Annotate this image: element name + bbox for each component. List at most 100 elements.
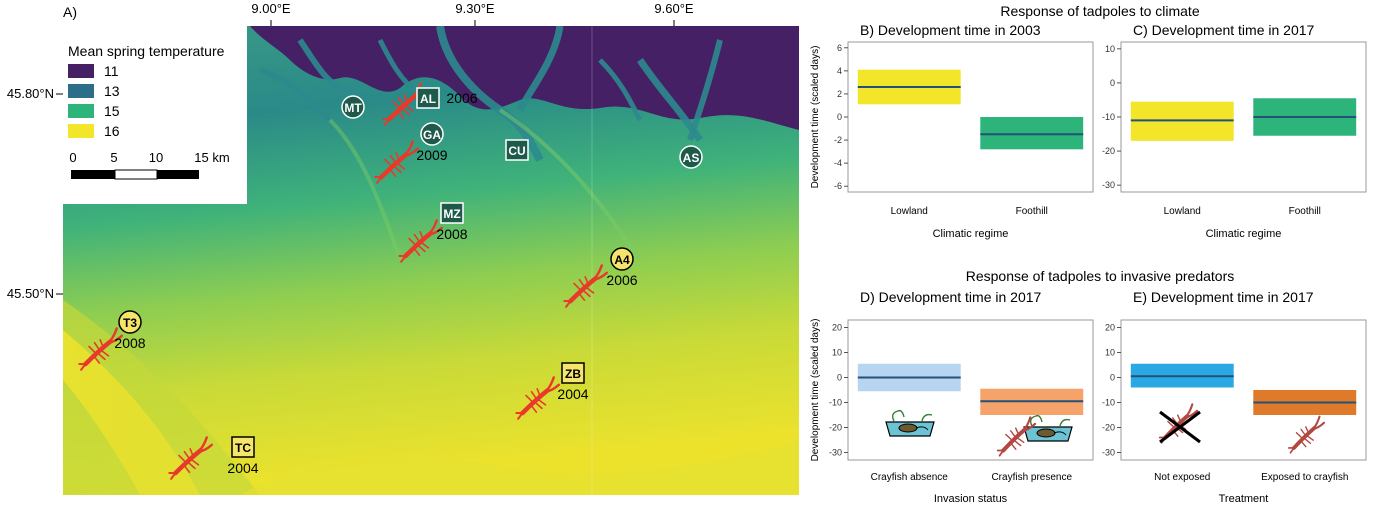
site-circle	[420, 122, 444, 146]
illustrations	[885, 404, 1331, 456]
lon-tick-label: 9.00°E	[251, 1, 291, 16]
site-markers: MT AL 2006 GA 2009 CU AS MZ 2008 A4 2006 T3 2008 ZB 20…	[114, 87, 703, 476]
scale-tick-label: 5	[110, 150, 117, 165]
site-code: T3	[123, 316, 137, 330]
site-code: GA	[423, 128, 441, 142]
site-code: AS	[683, 151, 700, 165]
site-circle	[679, 145, 703, 169]
scale-tick-label: 10	[149, 150, 163, 165]
y-tick-label: 6	[837, 43, 842, 53]
site-marker-zb: ZB 2004	[557, 362, 589, 402]
site-year: 2006	[606, 272, 637, 288]
chart-title: C) Development time in 2017	[1133, 22, 1315, 38]
category-label: Not exposed	[1154, 472, 1210, 483]
y-tick-label: -2	[834, 135, 842, 145]
legend-title: Mean spring temperature	[68, 43, 225, 59]
legend-swatch	[68, 104, 94, 118]
site-marker-mt: MT	[341, 95, 365, 119]
y-tick-label: -20	[1102, 146, 1115, 156]
site-code: CU	[508, 144, 525, 158]
site-code: TC	[235, 441, 251, 455]
site-year: 2004	[557, 386, 588, 402]
site-marker-cu: CU	[505, 139, 529, 161]
crayfish-icon	[1282, 414, 1331, 455]
category-label: Exposed to crayfish	[1261, 472, 1348, 483]
longitude-ticks: 9.00°E 9.30°E 9.60°E	[251, 1, 694, 26]
site-marker-tc: TC 2004	[227, 436, 259, 476]
category-label: Foothill	[1016, 206, 1048, 217]
y-tick-label: -30	[1102, 180, 1115, 190]
site-circle	[118, 310, 142, 334]
site-square	[440, 202, 464, 224]
y-tick-label: -30	[829, 448, 842, 458]
plot-frame	[1120, 319, 1367, 461]
y-tick-label: 10	[832, 348, 842, 358]
scale-segment	[157, 170, 199, 179]
site-circle	[341, 95, 365, 119]
chart-b: B) Development time in 2003 -6 -4 -2 0 2 4 6 Dev…	[810, 22, 1094, 240]
site-code: ZB	[565, 367, 581, 381]
site-marker-a4: A4 2006	[606, 247, 638, 288]
y-tick-label: 20	[832, 323, 842, 333]
legend-swatch	[68, 124, 94, 138]
category-label: Foothill	[1289, 206, 1321, 217]
site-marker-as: AS	[679, 145, 703, 169]
site-code: MZ	[443, 207, 460, 221]
y-tick-label: 10	[1105, 44, 1115, 54]
chart-c: C) Development time in 2017 -30 -20 -10 0 10 L…	[1102, 22, 1367, 240]
legend-items: 11 13 15 16	[68, 63, 120, 139]
x-axis-label: Climatic regime	[933, 228, 1009, 240]
panel-a-map: A) 9.00°E 9.30°E 9.60°E 45.80°N 45.50°N …	[7, 1, 799, 495]
latitude-ticks: 45.80°N 45.50°N	[7, 86, 63, 301]
y-tick-label: -10	[1102, 112, 1115, 122]
y-tick-label: 2	[837, 89, 842, 99]
site-year: 2004	[227, 460, 258, 476]
scale-segment	[114, 169, 158, 180]
y-tick-label: -30	[1102, 448, 1115, 458]
y-tick-label: -6	[834, 181, 842, 191]
y-tick-label: 4	[837, 66, 842, 76]
legend-swatch	[68, 84, 94, 98]
map-legend: Mean spring temperature 11 13 15 16 0 5 10 …	[63, 26, 247, 204]
lat-tick-label: 45.50°N	[7, 286, 54, 301]
lon-tick-label: 9.60°E	[654, 1, 694, 16]
legend-label: 15	[104, 103, 120, 119]
site-year: 2009	[416, 147, 447, 163]
site-square	[505, 139, 529, 161]
y-tick-label: -20	[1102, 423, 1115, 433]
category-label: Crayfish absence	[871, 472, 949, 483]
y-axis-label: Development time (scaled days)	[810, 319, 821, 462]
legend-label: 16	[104, 123, 120, 139]
site-circle	[610, 247, 634, 271]
site-code: A4	[614, 253, 630, 267]
site-square	[231, 436, 255, 458]
y-tick-label: 0	[1110, 78, 1115, 88]
site-year: 2008	[436, 226, 467, 242]
scale-tick-label: 0	[69, 150, 76, 165]
y-tick-label: 0	[1110, 373, 1115, 383]
site-code: MT	[344, 101, 362, 115]
y-tick-label: -10	[829, 398, 842, 408]
scale-segment	[71, 170, 115, 179]
y-tick-label: 0	[837, 112, 842, 122]
site-code: AL	[420, 92, 436, 106]
chart-title: E) Development time in 2017	[1133, 289, 1314, 305]
y-tick-label: -20	[829, 423, 842, 433]
chart-title: B) Development time in 2003	[860, 22, 1041, 38]
y-tick-label: 0	[837, 373, 842, 383]
site-square	[416, 87, 440, 109]
charts: B) Development time in 2003-6-4-20246Dev…	[810, 22, 1367, 505]
legend-swatch	[68, 64, 94, 78]
chart-e: E) Development time in 2017 -30 -20 -10 0 10 2…	[1102, 289, 1367, 505]
chart-title: D) Development time in 2017	[860, 289, 1042, 305]
category-label: Lowland	[891, 206, 928, 217]
x-axis-label: Invasion status	[934, 493, 1008, 505]
scale-bar: 0 5 10 15 km	[69, 150, 230, 180]
tadpole-dish-icon	[885, 409, 935, 437]
site-year: 2006	[446, 90, 477, 106]
lat-tick-label: 45.80°N	[7, 86, 54, 101]
chart-d: D) Development time in 2017 -30 -20 -10 0 10 2…	[810, 289, 1094, 505]
scale-tick-label: 15 km	[194, 150, 229, 165]
site-marker-mz: MZ 2008	[436, 202, 468, 242]
